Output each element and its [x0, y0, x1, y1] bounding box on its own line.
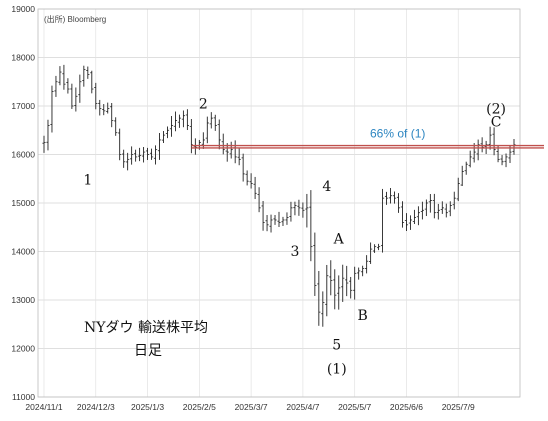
plot-frame	[37, 8, 521, 398]
y-tick-label: 12000	[11, 344, 35, 354]
wave-label: A	[333, 232, 345, 248]
wave-label: 2	[199, 96, 208, 112]
y-tick-label: 14000	[11, 247, 35, 257]
x-tick-label: 2025/1/3	[131, 402, 164, 412]
wave-label: B	[357, 308, 367, 324]
wave-labels: 1 2 3 4 A B5 (1) (2)C	[83, 96, 506, 377]
y-tick-label: 15000	[11, 198, 35, 208]
wave-label: 3	[290, 244, 299, 260]
wave-label: C	[491, 114, 502, 130]
x-tick-label: 2025/3/7	[235, 402, 268, 412]
chart-title-line1: NYダウ 輸送株平均	[84, 320, 208, 336]
chart-title-line2: 日足	[134, 343, 162, 359]
x-tick-label: 2024/12/3	[77, 402, 115, 412]
x-tick-label: 2025/5/7	[338, 402, 371, 412]
wave-label: 1	[83, 173, 92, 189]
y-tick-label: 16000	[11, 150, 35, 160]
y-tick-label: 19000	[11, 4, 35, 14]
x-tick-label: 2024/11/1	[25, 402, 62, 412]
wave-label: 5	[332, 337, 341, 353]
y-tick-label: 11000	[12, 392, 35, 402]
axes: 11000 12000 13000 14000 15000 16000 17000 18000…	[11, 4, 521, 412]
x-tick-label: 2025/2/5	[183, 402, 216, 412]
wave-label: (2)	[486, 101, 506, 117]
y-tick-label: 13000	[11, 295, 35, 305]
source-note: (出所) Bloomberg	[44, 14, 106, 24]
y-tick-label: 17000	[11, 101, 35, 111]
level-line-label: 66% of (1)	[370, 127, 425, 141]
y-tick-label: 18000	[11, 53, 35, 63]
price-bars	[42, 64, 516, 327]
x-tick-label: 2025/4/7	[286, 402, 319, 412]
wave-label: 4	[322, 179, 331, 195]
wave-label: (1)	[327, 362, 347, 378]
x-tick-label: 2025/7/9	[442, 402, 475, 412]
retracement-level: 66% of (1)	[191, 127, 544, 149]
gridlines	[38, 8, 520, 398]
x-tick-label: 2025/6/6	[390, 402, 423, 412]
